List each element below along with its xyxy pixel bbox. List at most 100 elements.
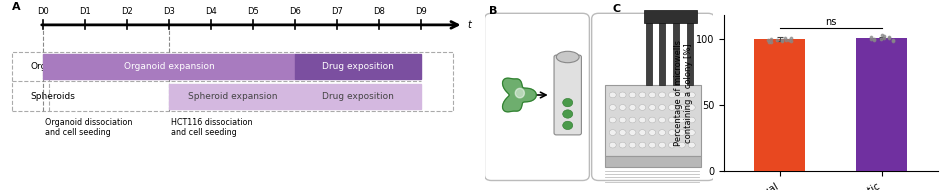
Text: Spheroid expansion: Spheroid expansion bbox=[187, 92, 277, 101]
Circle shape bbox=[619, 92, 626, 98]
Circle shape bbox=[658, 105, 666, 110]
Circle shape bbox=[689, 105, 695, 110]
Point bbox=[761, 39, 776, 42]
Circle shape bbox=[619, 105, 626, 110]
Bar bbox=[295, 84, 422, 108]
Bar bbox=[295, 54, 422, 79]
Point bbox=[770, 38, 785, 41]
FancyBboxPatch shape bbox=[605, 156, 701, 167]
Text: B: B bbox=[489, 6, 498, 16]
Point bbox=[885, 39, 901, 42]
Point bbox=[866, 37, 882, 40]
Circle shape bbox=[629, 130, 636, 135]
Circle shape bbox=[629, 142, 636, 148]
Circle shape bbox=[562, 98, 573, 107]
Point bbox=[778, 38, 793, 41]
Circle shape bbox=[649, 130, 655, 135]
Circle shape bbox=[669, 142, 675, 148]
Text: t: t bbox=[467, 20, 471, 30]
Point bbox=[775, 39, 790, 42]
Circle shape bbox=[609, 142, 617, 148]
Y-axis label: Percentage of microwells
containing a colony [%]: Percentage of microwells containing a co… bbox=[674, 40, 693, 146]
Text: D0: D0 bbox=[37, 7, 49, 16]
Circle shape bbox=[658, 130, 666, 135]
Point bbox=[873, 37, 888, 40]
Text: D2: D2 bbox=[122, 7, 133, 16]
Point bbox=[866, 38, 882, 41]
Text: C: C bbox=[613, 4, 621, 14]
Circle shape bbox=[678, 142, 685, 148]
Circle shape bbox=[639, 142, 646, 148]
Ellipse shape bbox=[557, 51, 580, 63]
Point bbox=[874, 33, 889, 36]
Bar bbox=[43, 54, 295, 79]
Point bbox=[764, 40, 779, 44]
Point bbox=[876, 36, 891, 39]
Circle shape bbox=[658, 117, 666, 123]
Text: D5: D5 bbox=[247, 7, 259, 16]
FancyBboxPatch shape bbox=[592, 13, 714, 180]
Circle shape bbox=[669, 105, 675, 110]
Circle shape bbox=[639, 130, 646, 135]
Circle shape bbox=[629, 117, 636, 123]
Bar bbox=[856, 38, 907, 171]
Point bbox=[764, 37, 779, 40]
Circle shape bbox=[669, 117, 675, 123]
Text: D3: D3 bbox=[163, 7, 175, 16]
Point bbox=[877, 35, 892, 38]
Point bbox=[882, 36, 897, 39]
Point bbox=[774, 38, 789, 41]
Circle shape bbox=[678, 105, 685, 110]
Text: Spheroids: Spheroids bbox=[30, 92, 75, 101]
Circle shape bbox=[609, 117, 617, 123]
Polygon shape bbox=[515, 88, 524, 98]
Circle shape bbox=[609, 105, 617, 110]
Circle shape bbox=[619, 117, 626, 123]
Text: D9: D9 bbox=[415, 7, 428, 16]
Text: D8: D8 bbox=[373, 7, 386, 16]
Circle shape bbox=[639, 92, 646, 98]
Circle shape bbox=[619, 142, 626, 148]
Text: Organoid expansion: Organoid expansion bbox=[124, 62, 215, 71]
Point bbox=[784, 37, 799, 40]
Point bbox=[881, 37, 896, 40]
Text: D1: D1 bbox=[79, 7, 91, 16]
Bar bbox=[646, 19, 652, 86]
Circle shape bbox=[669, 92, 675, 98]
Circle shape bbox=[689, 117, 695, 123]
Text: Organoids: Organoids bbox=[30, 62, 77, 71]
Circle shape bbox=[689, 92, 695, 98]
Text: D4: D4 bbox=[205, 7, 218, 16]
Circle shape bbox=[649, 105, 655, 110]
Bar bbox=[687, 19, 693, 86]
Circle shape bbox=[669, 130, 675, 135]
Circle shape bbox=[649, 142, 655, 148]
Text: HCT116 dissociation
and cell seeding: HCT116 dissociation and cell seeding bbox=[171, 118, 253, 137]
Text: ns: ns bbox=[826, 17, 836, 27]
Circle shape bbox=[678, 130, 685, 135]
Point bbox=[864, 36, 879, 39]
Bar bbox=[659, 19, 665, 86]
Point bbox=[784, 40, 799, 43]
Text: Organoid dissociation
and cell seeding: Organoid dissociation and cell seeding bbox=[46, 118, 133, 137]
Circle shape bbox=[562, 121, 573, 130]
Point bbox=[762, 40, 777, 43]
Circle shape bbox=[649, 117, 655, 123]
Circle shape bbox=[678, 92, 685, 98]
Bar bbox=[673, 19, 679, 86]
FancyBboxPatch shape bbox=[554, 55, 581, 135]
Bar bbox=[169, 84, 295, 108]
Text: A: A bbox=[11, 2, 20, 12]
Circle shape bbox=[678, 117, 685, 123]
Circle shape bbox=[629, 105, 636, 110]
Circle shape bbox=[649, 92, 655, 98]
Point bbox=[863, 38, 878, 41]
Circle shape bbox=[619, 130, 626, 135]
FancyBboxPatch shape bbox=[484, 13, 589, 180]
Text: Drug exposition: Drug exposition bbox=[322, 92, 394, 101]
Bar bbox=[754, 39, 806, 171]
Point bbox=[885, 38, 901, 41]
Text: D6: D6 bbox=[290, 7, 301, 16]
Text: Drug exposition: Drug exposition bbox=[322, 62, 394, 71]
Circle shape bbox=[689, 130, 695, 135]
